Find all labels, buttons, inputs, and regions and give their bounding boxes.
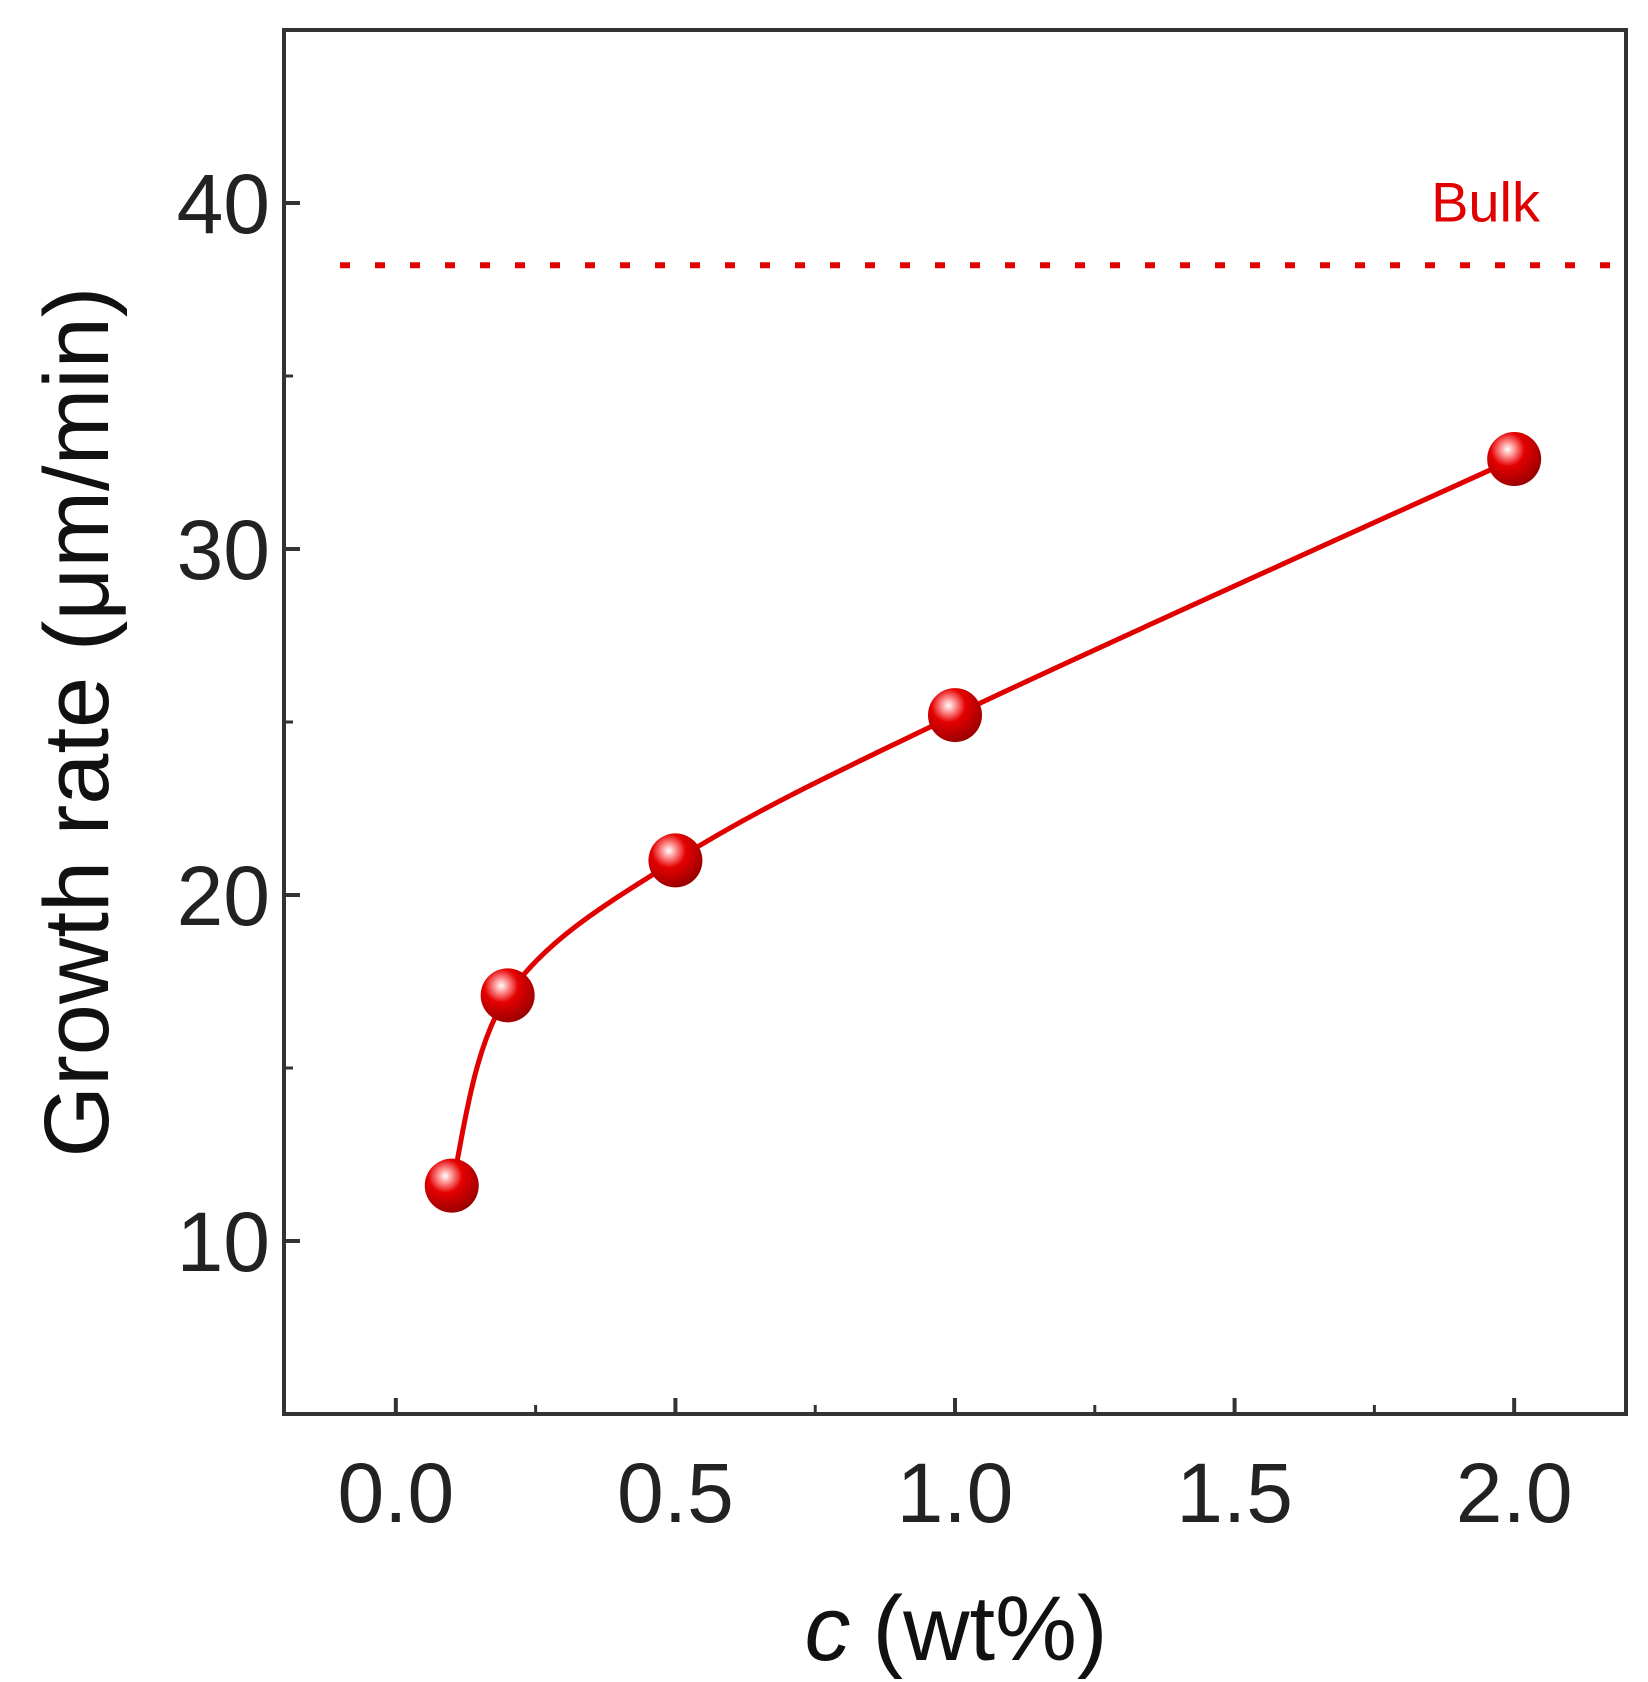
x-axis-variable: c xyxy=(804,1578,850,1680)
y-tick-label: 10 xyxy=(177,1195,270,1289)
data-point xyxy=(480,968,535,1023)
y-tick-label: 30 xyxy=(177,503,270,597)
data-point xyxy=(928,688,982,743)
axis-ticks: 0.0 0.5 1.0 1.5 2.0 10 20 30 40 xyxy=(177,157,1573,1540)
x-tick-label: 1.0 xyxy=(897,1446,1014,1540)
x-axis-unit: (wt%) xyxy=(872,1578,1107,1680)
x-tick-label: 0.5 xyxy=(617,1446,734,1540)
series xyxy=(424,432,1542,1213)
bulk-reference: Bulk xyxy=(340,170,1626,269)
y-tick-label: 40 xyxy=(177,157,270,251)
data-point xyxy=(1487,432,1542,487)
x-tick-label: 1.5 xyxy=(1176,1446,1293,1540)
data-point xyxy=(648,833,703,888)
x-axis-label: c (wt%) xyxy=(804,1578,1107,1680)
x-tick-label: 2.0 xyxy=(1456,1446,1573,1540)
y-tick-label: 20 xyxy=(177,849,270,943)
series-line xyxy=(449,456,1516,1187)
data-point xyxy=(424,1158,479,1213)
y-axis-label: Growth rate (μm/min) xyxy=(26,287,128,1158)
bulk-label: Bulk xyxy=(1431,170,1541,233)
x-tick-label: 0.0 xyxy=(337,1446,454,1540)
